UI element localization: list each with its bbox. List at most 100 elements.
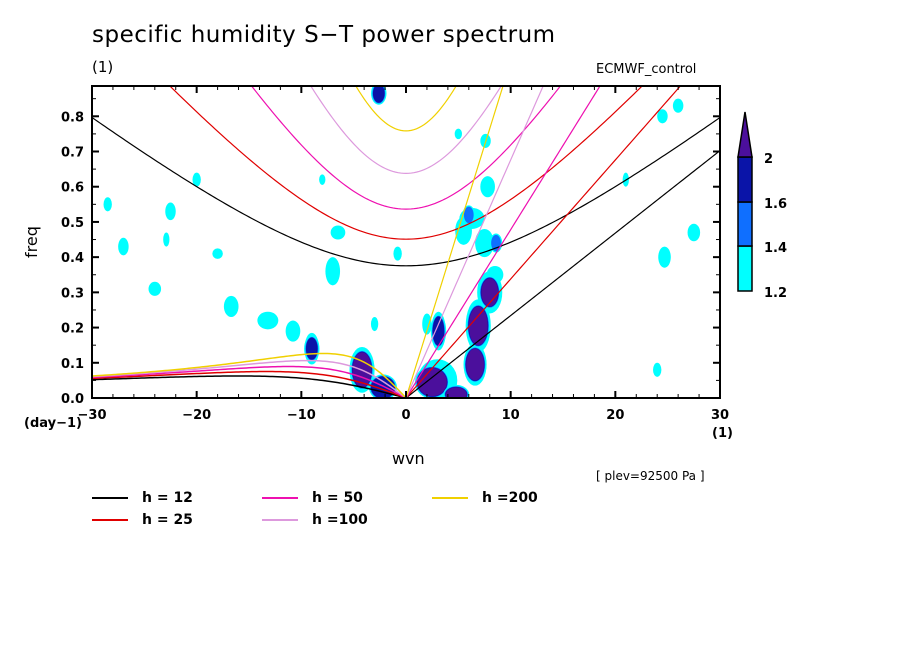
y-tick-label: 0.0 (61, 392, 84, 407)
contour-level-3 (371, 376, 395, 398)
x-tick-label: 0 (401, 408, 410, 423)
contour-level-1 (658, 246, 671, 268)
kelvin-curve-h100 (405, 86, 544, 398)
contour-level-4 (468, 306, 488, 346)
contour-level-4 (466, 348, 484, 381)
contour-level-2 (465, 207, 473, 222)
contour-level-1 (480, 176, 495, 198)
kelvin-curve-h200 (405, 86, 504, 398)
ig-curve-h100 (310, 86, 502, 174)
y-tick-label: 0.3 (61, 286, 84, 301)
legend-line-swatch (262, 519, 298, 521)
x-tick-label: −30 (78, 408, 107, 423)
chart-subtitle-units: (1) (92, 58, 114, 76)
ig-curve-h50 (250, 86, 562, 210)
legend-label: h =100 (312, 512, 368, 528)
contour-level-1 (653, 362, 662, 377)
rossby-curve-h50 (92, 365, 407, 398)
legend-item: h =200 (432, 490, 538, 506)
kelvin-curve-h50 (405, 86, 601, 398)
contour-level-4 (481, 278, 499, 307)
x-tick-label: −10 (287, 408, 316, 423)
y-tick-label: 0.2 (61, 322, 84, 337)
colorbar-segment (737, 201, 753, 247)
chart-subtitle-experiment: ECMWF_control (596, 62, 697, 77)
contour-level-1 (192, 172, 201, 187)
colorbar-label: 1.4 (764, 241, 787, 256)
contour-level-1 (163, 232, 170, 247)
kelvin-curve-h25 (405, 86, 682, 398)
kelvin-curve-h12 (405, 150, 720, 398)
x-axis-unit: (1) (712, 426, 733, 441)
rossby-curve-h25 (92, 370, 407, 398)
contour-level-4 (417, 368, 447, 397)
contour-level-1 (657, 109, 668, 124)
chart-title: specific humidity S−T power spectrum (92, 22, 556, 48)
x-tick-label: 10 (502, 408, 520, 423)
contour-level-1 (212, 248, 223, 259)
contour-level-1 (330, 225, 346, 240)
axes: −30 −20 −10 0 10 20 30 0.0 0.1 0.2 0.3 0.4 0.5 0.6 0.7… (61, 86, 729, 423)
legend-line-swatch (432, 497, 468, 499)
x-axis-label: wvn (392, 449, 425, 468)
legend-label: h = 25 (142, 512, 193, 528)
contour-level-3 (433, 317, 444, 346)
contour-level-1 (103, 197, 112, 212)
plot-frame (91, 85, 721, 399)
contour-level-2 (492, 236, 500, 251)
legend-line-swatch (262, 497, 298, 499)
legend-item: h = 25 (92, 512, 193, 528)
contour-level-1 (325, 257, 341, 286)
legend-label: h =200 (482, 490, 538, 506)
colorbar-extend-triangle (737, 111, 753, 158)
contour-level-1 (370, 317, 379, 332)
y-tick-label: 0.6 (61, 181, 84, 196)
legend-label: h = 12 (142, 490, 193, 506)
contour-level-1 (454, 128, 462, 140)
contour-level-1 (148, 281, 162, 296)
colorbar: 1.2 1.4 1.6 2 (737, 111, 787, 301)
y-tick-label: 0.8 (61, 110, 84, 125)
colorbar-segment (737, 245, 753, 292)
contour-level-1 (319, 174, 326, 185)
colorbar-label: 2 (764, 152, 773, 167)
contour-level-1 (687, 223, 701, 242)
contour-level-1 (165, 202, 176, 221)
legend-line-swatch (92, 497, 128, 499)
pressure-level-annotation: [ plev=92500 Pa ] (596, 469, 705, 483)
contour-level-1 (672, 98, 684, 113)
contour-level-1 (285, 320, 301, 342)
legend-item: h =100 (262, 512, 368, 528)
contour-level-1 (422, 313, 432, 335)
ig-curve-h200 (355, 86, 457, 132)
dispersion-curves (92, 86, 720, 398)
legend-item: h = 12 (92, 490, 193, 506)
rossby-curve-h100 (92, 359, 407, 398)
contour-level-4 (445, 387, 467, 398)
colorbar-label: 1.2 (764, 286, 787, 301)
x-tick-label: 20 (606, 408, 624, 423)
contour-level-1 (257, 311, 279, 330)
y-tick-label: 0.4 (61, 251, 84, 266)
y-tick-label: 0.1 (61, 357, 84, 372)
x-tick-label: 30 (711, 408, 729, 423)
contour-level-3 (306, 338, 318, 360)
y-axis-unit: (day−1) (24, 416, 82, 431)
ig-curve-h25 (169, 86, 643, 240)
legend-item: h = 50 (262, 490, 363, 506)
contour-level-1 (118, 237, 129, 256)
y-tick-label: 0.5 (61, 216, 84, 231)
legend-label: h = 50 (312, 490, 363, 506)
x-tick-label: −20 (182, 408, 211, 423)
colorbar-label: 1.6 (764, 197, 787, 212)
rossby-curve-h200 (92, 352, 407, 398)
rossby-curve-h12 (92, 375, 407, 398)
colorbar-segment (737, 156, 753, 203)
ig-curve-h12 (92, 117, 720, 267)
legend-line-swatch (92, 519, 128, 521)
contour-level-1 (393, 246, 402, 261)
contour-level-1 (223, 295, 239, 318)
contour-level-3 (373, 86, 385, 103)
y-tick-label: 0.7 (61, 145, 84, 160)
